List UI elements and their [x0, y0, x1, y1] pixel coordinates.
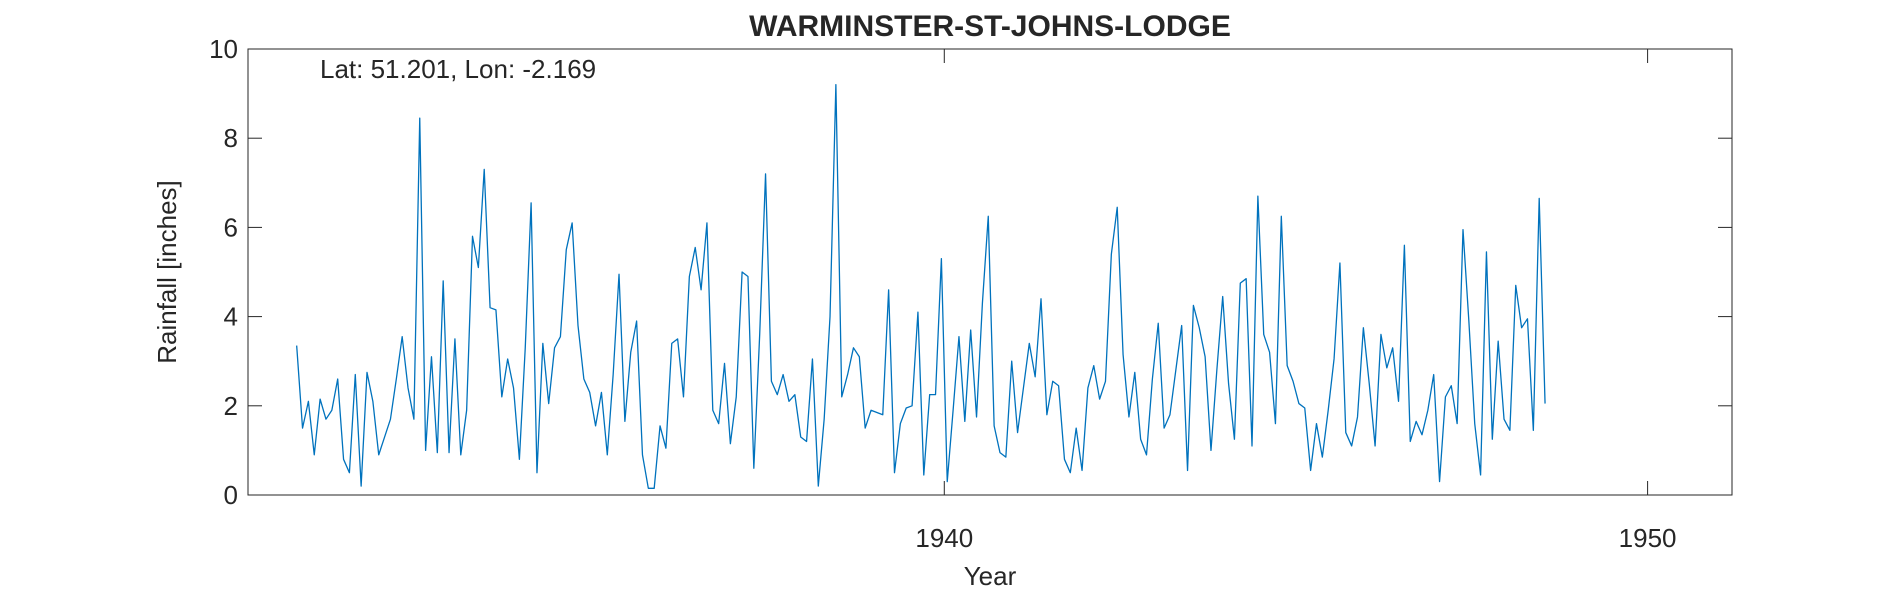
x-tick-label: 1940: [915, 523, 973, 553]
y-tick-label: 10: [209, 34, 238, 64]
y-tick-label: 6: [224, 212, 238, 242]
chart-title: WARMINSTER-ST-JOHNS-LODGE: [749, 10, 1231, 43]
rainfall-series-line: [296, 84, 1546, 489]
x-tick-label: 1950: [1619, 523, 1677, 553]
y-tick-label: 8: [224, 123, 238, 153]
y-tick-label: 0: [224, 480, 238, 510]
x-axis-label: Year: [964, 561, 1017, 591]
y-axis-label: Rainfall [inches]: [152, 180, 182, 364]
coordinate-annotation: Lat: 51.201, Lon: -2.169: [320, 54, 596, 84]
y-tick-label: 4: [224, 302, 238, 332]
axis-ticks: [248, 48, 1732, 496]
y-tick-label: 2: [224, 391, 238, 421]
axis-tick-labels: 0 2 4 6 8 10 1940 1950: [209, 34, 1676, 553]
